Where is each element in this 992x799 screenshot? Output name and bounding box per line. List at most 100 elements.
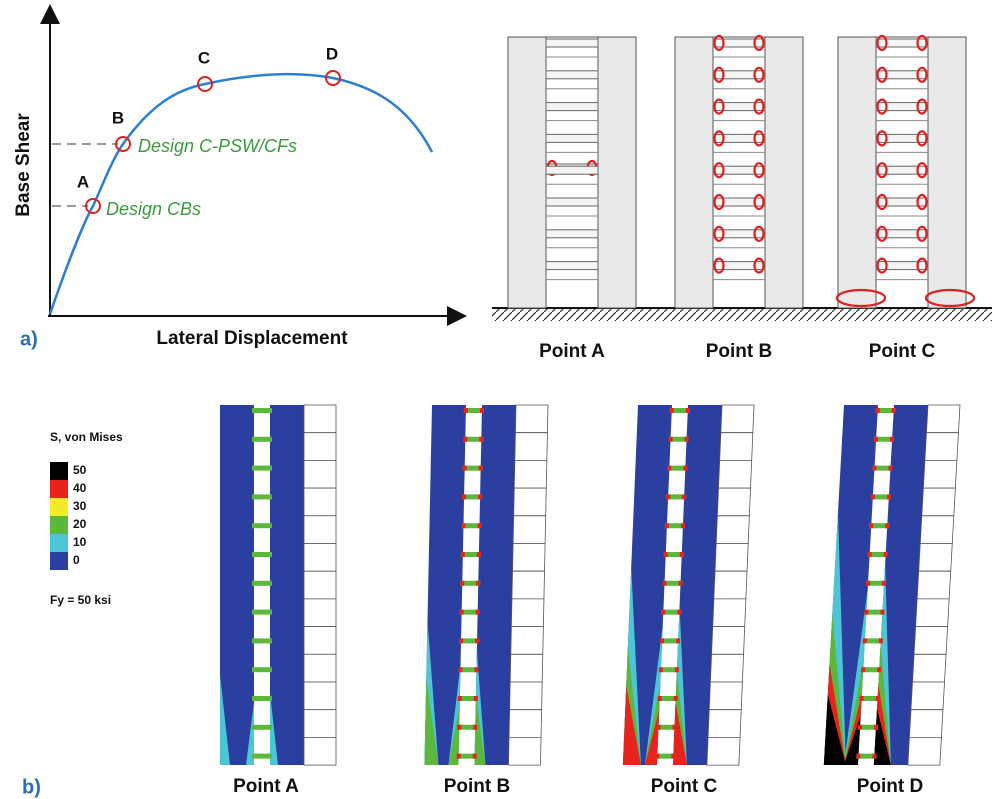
- footnote: Fy = 50 ksi: [50, 593, 111, 607]
- grid-cell: [511, 627, 544, 655]
- beam-end: [872, 754, 876, 759]
- beam-end: [671, 754, 675, 759]
- grid-cell: [512, 571, 545, 599]
- grid-cell: [304, 737, 336, 765]
- beam-end: [682, 494, 686, 499]
- coupling-beam: [713, 71, 765, 79]
- beam-end: [672, 725, 676, 730]
- beam-end: [874, 725, 878, 730]
- beam-end: [864, 610, 868, 615]
- grid-cell: [712, 627, 745, 655]
- point-label: A: [77, 172, 89, 191]
- beam-end: [457, 754, 461, 759]
- fe-model: [424, 405, 548, 765]
- beam-end: [869, 523, 873, 528]
- coupling-beam: [252, 754, 272, 759]
- legend-value: 0: [73, 553, 80, 567]
- beam-end: [683, 466, 687, 471]
- panel-label: b): [22, 776, 41, 798]
- beam-end: [479, 466, 483, 471]
- grid-cell: [510, 654, 543, 682]
- grid-cell: [304, 682, 336, 710]
- wall-label: Point A: [539, 341, 605, 362]
- beam-end: [668, 437, 672, 442]
- beam-end: [474, 696, 478, 701]
- coupling-beam: [546, 103, 598, 111]
- beam-end: [460, 581, 464, 586]
- beam-end: [655, 754, 659, 759]
- beam-end: [666, 494, 670, 499]
- grid-cell: [710, 654, 743, 682]
- grid-cell: [720, 433, 753, 461]
- coupling-beam: [252, 494, 272, 499]
- grid-cell: [508, 737, 541, 765]
- wall-pier: [838, 37, 876, 308]
- beam-end: [463, 466, 467, 471]
- point-label: B: [112, 108, 124, 127]
- grid-cell: [716, 516, 749, 544]
- beam-end: [861, 667, 865, 672]
- beam-end: [677, 610, 681, 615]
- grid-cell: [909, 710, 943, 738]
- grid-cell: [304, 516, 336, 544]
- beam-end: [475, 638, 479, 643]
- pier: [220, 405, 254, 765]
- grid-cell: [925, 433, 959, 461]
- pushover-curve: [50, 74, 432, 314]
- coupling-beam: [252, 581, 272, 586]
- grid-cell: [304, 627, 336, 655]
- beam-end: [462, 494, 466, 499]
- beam-end: [480, 408, 484, 413]
- fe-model: [824, 405, 960, 765]
- legend-swatch: [50, 552, 68, 570]
- figure: A B C D Design C-PSW/CFs Design CBs Base…: [0, 0, 992, 799]
- grid-cell: [919, 544, 953, 572]
- beam-end: [659, 667, 663, 672]
- wall-pier: [675, 37, 713, 308]
- beam-end: [890, 437, 894, 442]
- grid-cell: [514, 460, 547, 488]
- grid-cell: [717, 488, 750, 516]
- beam-end: [661, 610, 665, 615]
- grid-cell: [709, 682, 742, 710]
- coupling-beam: [876, 39, 928, 47]
- beam-end: [856, 754, 860, 759]
- beam-end: [859, 696, 863, 701]
- beam-end: [888, 466, 892, 471]
- ground-hatch: [492, 308, 992, 321]
- coupling-beam: [252, 610, 272, 615]
- coupling-beam: [252, 696, 272, 701]
- coupling-beam: [252, 638, 272, 643]
- legend-value: 40: [73, 481, 87, 495]
- legend-swatch: [50, 498, 68, 516]
- grid-cell: [916, 599, 950, 627]
- wall-pier: [765, 37, 803, 308]
- grid-cell: [917, 571, 951, 599]
- coupling-beam: [546, 71, 598, 79]
- grid-cell: [707, 737, 740, 765]
- grid-cell: [708, 710, 741, 738]
- coupling-beam: [252, 466, 272, 471]
- beam-end: [457, 725, 461, 730]
- grid-cell: [304, 433, 336, 461]
- beam-end: [461, 523, 465, 528]
- beam-end: [660, 638, 664, 643]
- coupling-beam: [876, 198, 928, 206]
- grid-cell: [515, 433, 548, 461]
- beam-end: [681, 523, 685, 528]
- beam-end: [863, 638, 867, 643]
- wall-label: Point C: [651, 776, 718, 797]
- grid-cell: [922, 488, 956, 516]
- beam-end: [473, 725, 477, 730]
- beam-end: [875, 696, 879, 701]
- grid-cell: [510, 682, 543, 710]
- beam-end: [871, 494, 875, 499]
- grid-cell: [721, 405, 754, 433]
- wall-diagrams: [508, 36, 974, 308]
- beam-end: [658, 696, 662, 701]
- grid-cell: [511, 599, 544, 627]
- beam-end: [670, 408, 674, 413]
- beam-end: [858, 725, 862, 730]
- pier: [270, 405, 304, 765]
